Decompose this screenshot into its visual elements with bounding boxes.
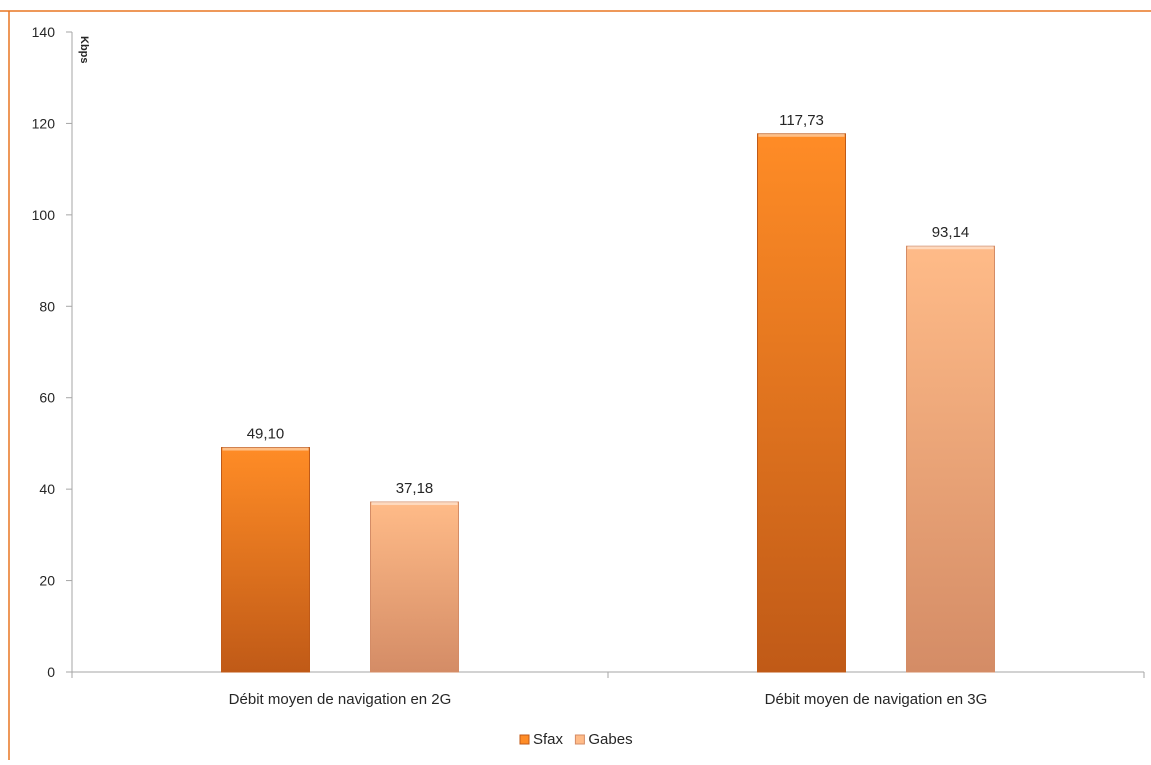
bar-sfax (221, 447, 310, 673)
legend-swatch-gabes (574, 734, 585, 745)
y-tick-label: 140 (32, 24, 56, 40)
bar-highlight-sfax (222, 447, 309, 451)
bar-gabes (906, 245, 995, 673)
x-axis-labels: Débit moyen de navigation en 2G Débit moy… (71, 672, 1145, 708)
data-label-sfax: 117,73 (779, 112, 824, 129)
y-tick-label: 120 (32, 115, 56, 131)
y-axis-label: Kbps (78, 36, 90, 64)
bar-highlight-gabes (907, 246, 994, 250)
y-axis-ticks: 0 20 40 60 80 100 120 140 (32, 24, 72, 680)
data-label-gabes: 93,14 (932, 224, 970, 241)
y-tick-label: 80 (39, 298, 55, 314)
bar-gabes (370, 501, 459, 673)
legend-label-sfax: Sfax (533, 731, 564, 748)
bar-highlight-gabes (371, 502, 458, 506)
legend: Sfax Gabes (519, 731, 633, 748)
y-tick-label: 100 (32, 207, 56, 223)
legend-swatch-sfax (519, 734, 530, 745)
y-tick-label: 40 (39, 481, 55, 497)
bar-highlight-sfax (758, 133, 845, 137)
bar-sfax (757, 133, 846, 673)
data-label-gabes: 37,18 (396, 480, 434, 497)
y-tick-label: 60 (39, 390, 55, 406)
x-tick-label: Débit moyen de navigation en 3G (765, 691, 988, 708)
y-tick-label: 20 (39, 573, 55, 589)
x-tick-label: Débit moyen de navigation en 2G (229, 691, 452, 708)
y-tick-label: 0 (47, 664, 55, 680)
legend-label-gabes: Gabes (588, 731, 632, 748)
bars: 49,10 37,18 117,73 93,14 (221, 112, 995, 673)
data-label-sfax: 49,10 (247, 426, 285, 443)
